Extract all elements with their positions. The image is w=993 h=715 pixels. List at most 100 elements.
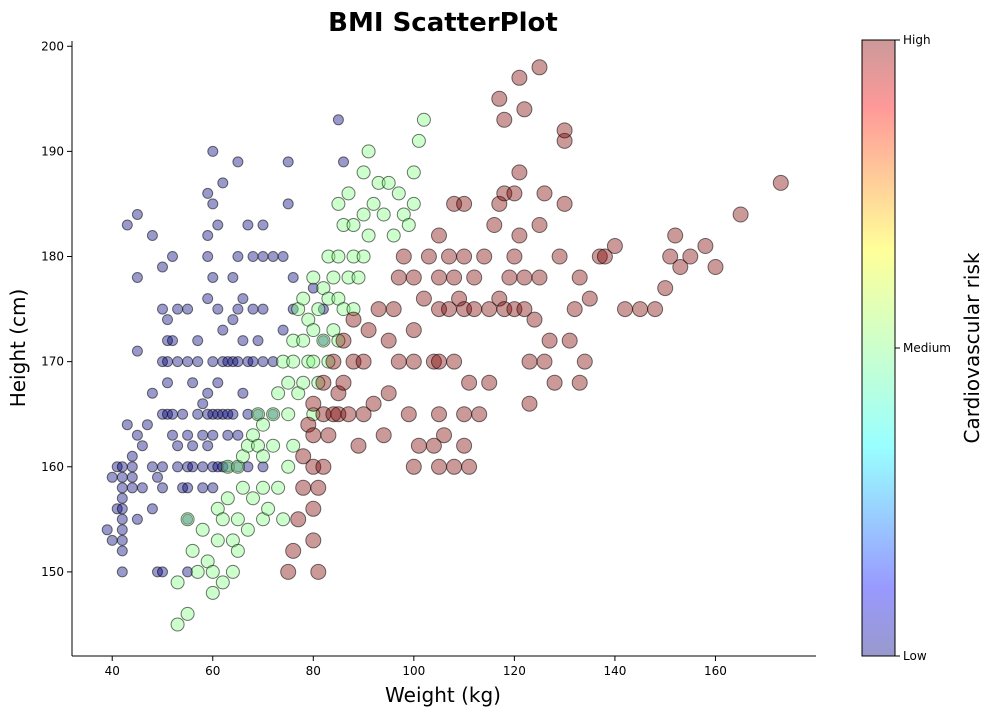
point-medium-15 xyxy=(220,459,235,474)
point-low-121 xyxy=(247,303,259,315)
point-high-3 xyxy=(295,479,312,496)
point-medium-59 xyxy=(316,333,331,348)
point-low-13 xyxy=(116,461,128,473)
point-high-73 xyxy=(476,248,493,265)
point-low-50 xyxy=(167,251,178,262)
point-medium-91 xyxy=(406,196,421,211)
point-high-48 xyxy=(425,353,442,370)
point-low-8 xyxy=(116,513,128,525)
point-low-20 xyxy=(126,450,138,462)
point-high-91 xyxy=(526,311,543,328)
point-medium-62 xyxy=(321,291,336,306)
point-low-123 xyxy=(252,408,264,420)
point-high-92 xyxy=(531,269,548,286)
point-medium-58 xyxy=(311,302,326,317)
point-low-22 xyxy=(131,429,143,441)
point-high-35 xyxy=(385,301,402,318)
point-medium-30 xyxy=(256,480,270,495)
point-low-86 xyxy=(207,272,219,283)
point-high-94 xyxy=(536,353,553,370)
point-medium-21 xyxy=(235,480,250,495)
point-medium-54 xyxy=(306,354,321,369)
point-high-122 xyxy=(772,174,789,191)
point-medium-40 xyxy=(281,459,296,474)
point-low-78 xyxy=(202,251,214,262)
point-high-81 xyxy=(501,269,518,286)
point-low-29 xyxy=(146,230,158,241)
point-low-18 xyxy=(126,471,138,483)
point-low-69 xyxy=(192,335,204,347)
point-low-32 xyxy=(146,387,158,399)
point-low-93 xyxy=(212,219,224,231)
point-low-12 xyxy=(116,471,128,483)
point-low-41 xyxy=(157,261,168,273)
point-high-23 xyxy=(340,406,357,423)
point-low-141 xyxy=(317,303,329,315)
colorbar-ticks: Low Medium High xyxy=(895,33,951,663)
point-low-36 xyxy=(157,482,168,494)
point-low-112 xyxy=(232,156,244,168)
point-medium-94 xyxy=(416,112,431,127)
point-low-35 xyxy=(157,566,168,578)
point-low-43 xyxy=(162,377,173,389)
point-medium-81 xyxy=(361,228,376,243)
point-low-76 xyxy=(202,387,214,399)
colorbar-tick-label-low: Low xyxy=(903,649,927,663)
point-low-6 xyxy=(116,534,128,546)
point-low-68 xyxy=(192,356,204,368)
point-low-119 xyxy=(242,219,254,231)
point-low-11 xyxy=(116,482,128,494)
point-low-140 xyxy=(317,335,329,347)
point-low-138 xyxy=(287,272,299,283)
chart-title: BMI ScatterPlot xyxy=(328,8,558,38)
point-medium-26 xyxy=(246,491,260,506)
point-high-34 xyxy=(380,332,397,349)
point-high-12 xyxy=(310,479,327,496)
point-high-90 xyxy=(521,353,538,370)
point-high-112 xyxy=(632,301,649,318)
point-low-70 xyxy=(197,482,209,494)
point-low-113 xyxy=(237,387,249,399)
point-medium-79 xyxy=(356,207,371,222)
point-high-60 xyxy=(446,269,463,286)
point-medium-71 xyxy=(336,218,351,232)
point-high-4 xyxy=(295,448,312,465)
scatter-points xyxy=(101,59,789,632)
point-medium-9 xyxy=(205,564,220,579)
point-high-117 xyxy=(672,259,689,275)
point-high-7 xyxy=(305,500,322,517)
point-high-97 xyxy=(546,374,563,391)
point-medium-51 xyxy=(301,354,316,369)
point-medium-80 xyxy=(356,165,371,180)
point-high-39 xyxy=(400,406,417,423)
point-high-107 xyxy=(581,290,598,307)
point-high-105 xyxy=(571,269,588,286)
colorbar: Low Medium High Cardiovascular risk xyxy=(861,33,984,663)
point-low-79 xyxy=(202,230,214,241)
point-low-67 xyxy=(192,408,204,420)
point-medium-4 xyxy=(185,543,200,558)
x-tick-label-100: 100 xyxy=(402,664,425,678)
point-low-44 xyxy=(162,356,173,368)
point-low-115 xyxy=(237,293,249,305)
point-high-110 xyxy=(606,238,623,254)
point-medium-38 xyxy=(276,512,291,527)
point-high-40 xyxy=(405,458,422,475)
point-high-121 xyxy=(732,206,749,223)
point-low-133 xyxy=(277,324,289,336)
point-low-14 xyxy=(116,566,128,578)
point-high-83 xyxy=(506,248,523,265)
point-medium-77 xyxy=(351,270,366,285)
point-high-115 xyxy=(662,248,679,265)
point-high-64 xyxy=(456,406,473,423)
point-high-69 xyxy=(461,374,478,391)
point-low-142 xyxy=(332,114,344,126)
point-low-85 xyxy=(207,356,219,368)
y-axis-label: Height (cm) xyxy=(6,289,30,408)
point-high-124 xyxy=(516,101,533,118)
point-high-53 xyxy=(431,269,447,286)
point-high-57 xyxy=(441,248,457,265)
point-medium-66 xyxy=(331,333,346,348)
point-low-26 xyxy=(136,482,148,494)
point-low-48 xyxy=(167,408,178,420)
